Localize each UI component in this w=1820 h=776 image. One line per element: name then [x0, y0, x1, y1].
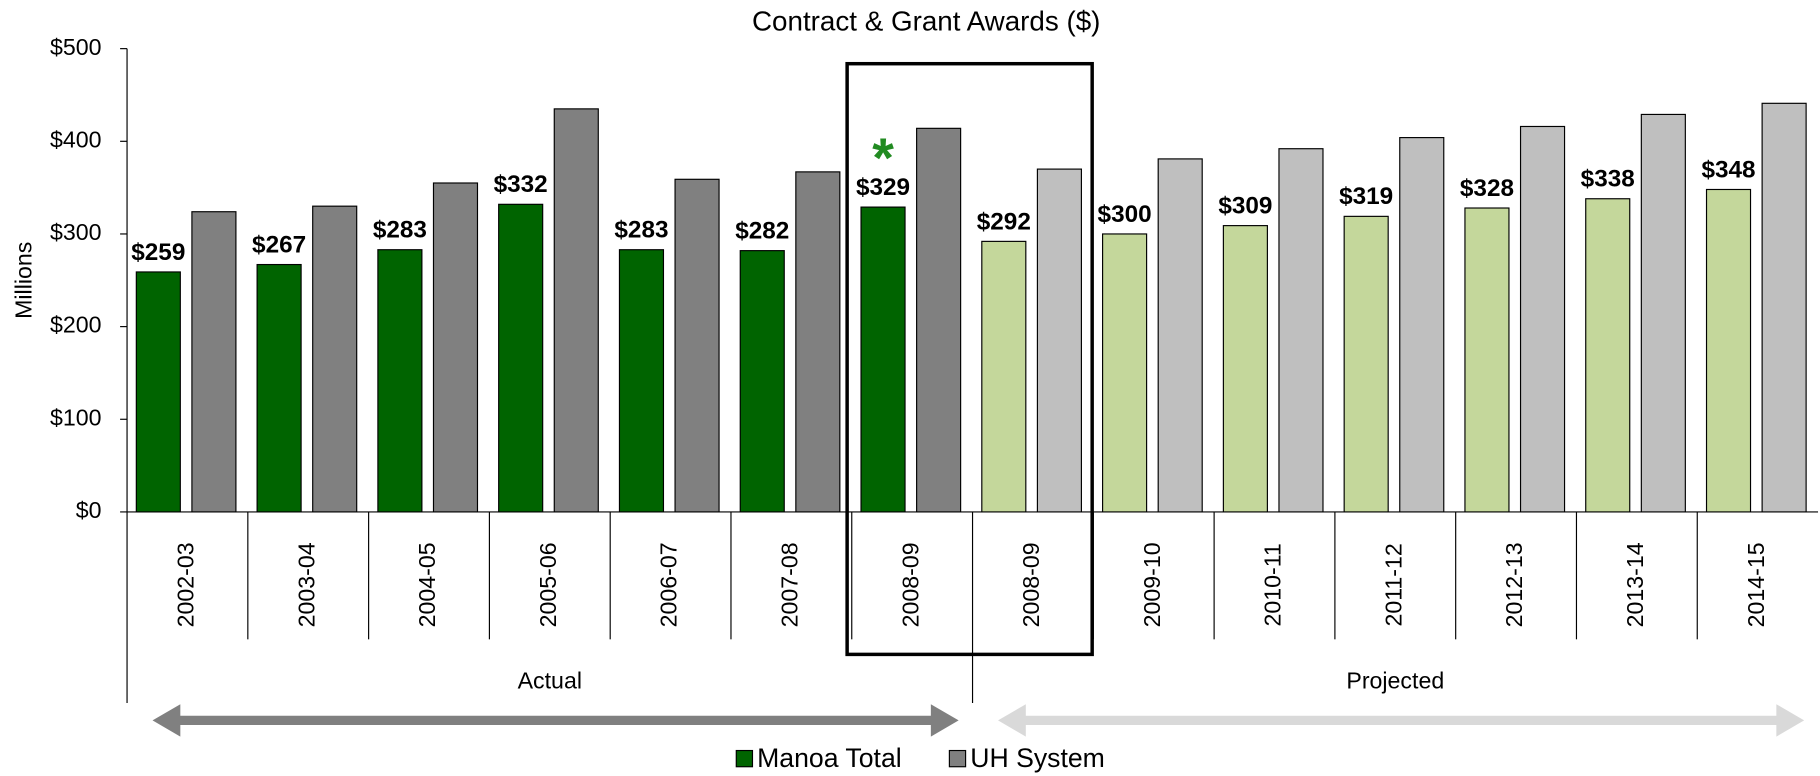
bar — [1157, 158, 1203, 513]
y-tick-label: $200 — [50, 312, 102, 338]
y-tick-label: $100 — [50, 404, 102, 430]
data-label: $329 — [856, 174, 910, 201]
group-arrow — [998, 704, 1805, 737]
data-label: $338 — [1581, 166, 1635, 193]
bar — [432, 182, 479, 513]
annotation: * — [872, 127, 894, 189]
y-tick-label: $300 — [50, 219, 102, 245]
data-label: $283 — [614, 217, 668, 244]
bar — [1399, 137, 1445, 513]
data-label: $283 — [373, 217, 427, 244]
bar — [981, 240, 1027, 513]
data-label: $292 — [977, 208, 1031, 235]
x-tick-label: 2002-03 — [173, 542, 199, 627]
bar — [135, 271, 181, 513]
data-label: $259 — [131, 239, 185, 266]
x-tick-label: 2008-09 — [1018, 542, 1044, 627]
y-tick-label: $0 — [76, 497, 102, 523]
bar — [1585, 198, 1631, 513]
y-tick-label: $500 — [50, 34, 102, 60]
bar — [1640, 113, 1686, 513]
data-label: $319 — [1339, 183, 1393, 210]
data-label: $300 — [1098, 201, 1152, 228]
x-tick-label: 2012-13 — [1501, 542, 1527, 627]
x-tick-label: 2013-14 — [1622, 542, 1648, 627]
data-label: $309 — [1218, 193, 1272, 220]
group-arrow — [152, 704, 959, 737]
x-tick-label: 2008-09 — [897, 542, 923, 627]
bar — [1102, 233, 1148, 513]
bar — [191, 211, 237, 513]
x-tick-label: 2014-15 — [1743, 542, 1769, 627]
data-label: $328 — [1460, 175, 1514, 202]
x-tick-label: 2007-08 — [776, 542, 802, 627]
bar — [618, 249, 665, 513]
legend-label: UH System — [970, 743, 1105, 773]
group-label: Actual — [518, 667, 582, 693]
x-tick-label: 2003-04 — [293, 542, 319, 627]
bar — [553, 108, 599, 513]
bar — [1705, 188, 1752, 513]
legend-swatch — [948, 749, 967, 768]
x-tick-label: 2004-05 — [414, 542, 440, 627]
bar — [377, 249, 423, 513]
bar — [1464, 207, 1510, 513]
highlight-box — [845, 61, 1094, 657]
group-label: Projected — [1346, 667, 1444, 693]
x-tick-label: 2009-10 — [1139, 542, 1165, 627]
bar — [860, 206, 906, 513]
bar — [312, 205, 358, 513]
bar — [256, 263, 302, 513]
bar — [1278, 148, 1324, 513]
bar — [1036, 168, 1082, 513]
data-label: $348 — [1701, 156, 1755, 183]
y-tick-label: $400 — [50, 126, 102, 152]
bar — [674, 178, 720, 513]
y-axis-label: Millions — [10, 242, 36, 319]
legend-swatch — [735, 749, 754, 768]
bar — [1519, 125, 1566, 513]
x-tick-label: 2006-07 — [656, 542, 682, 627]
x-tick-label: 2010-11 — [1260, 543, 1286, 626]
data-label: $267 — [252, 231, 306, 258]
legend-label: Manoa Total — [757, 743, 902, 773]
bar — [795, 171, 841, 513]
bar — [1761, 102, 1807, 513]
bar — [739, 250, 785, 513]
bar — [498, 203, 544, 513]
data-label: $282 — [735, 218, 789, 245]
bar — [916, 127, 962, 513]
x-tick-label: 2005-06 — [535, 542, 561, 627]
x-tick-label: 2011-12 — [1380, 543, 1406, 626]
bar — [1343, 215, 1389, 513]
data-label: $332 — [494, 171, 548, 198]
chart-title: Contract & Grant Awards ($) — [752, 6, 1100, 37]
bar — [1222, 225, 1268, 513]
